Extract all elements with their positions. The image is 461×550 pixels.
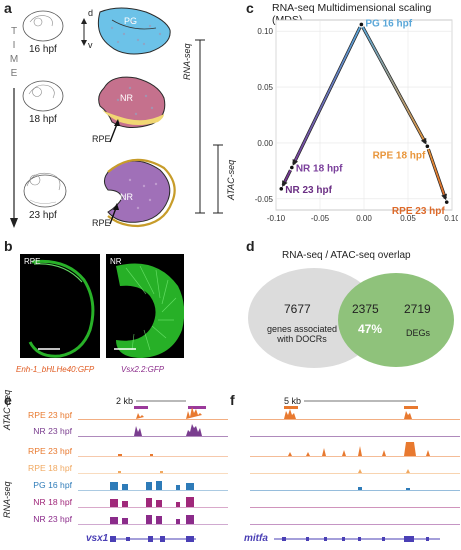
panel-letter-b: b — [4, 238, 13, 254]
rpe-label-23hpf: RPE — [92, 218, 111, 228]
rnaseq-bracket-label: RNA-seq — [182, 43, 192, 80]
tracks-e-drawing — [78, 400, 228, 542]
time-letter: I — [12, 40, 16, 51]
nr-image-caption: Vsx2.2:GFP — [121, 365, 165, 374]
mds-point — [444, 200, 449, 204]
venn-diagram — [248, 268, 454, 368]
mds-point-label: PG 16 hpf — [365, 18, 412, 29]
nr-gfp-image: NR — [106, 254, 184, 358]
y-tick-label: 0.00 — [257, 139, 273, 148]
venn-title: RNA-seq / ATAC-seq overlap — [282, 250, 411, 261]
nr-image-label: NR — [110, 257, 122, 266]
mds-point — [359, 22, 364, 27]
track-label: RPE 18 hpf — [28, 463, 72, 473]
optic-cup-23hpf — [104, 158, 176, 228]
mds-point — [290, 165, 294, 170]
y-tick-label: 0.10 — [257, 27, 273, 36]
embryo-16hpf — [22, 10, 64, 42]
y-tick-label: 0.05 — [257, 83, 273, 92]
panel-a-embryo-schematic: T I M E — [0, 0, 240, 235]
mds-scatter-chart: -0.10 -0.05 0.00 0.05 0.10 0.10 0.05 0.00 -0.05 P… — [255, 18, 458, 223]
track-label: NR 23 hpf — [33, 514, 72, 524]
optic-primordium-16hpf — [97, 7, 171, 55]
venn-left-count: 7677 — [284, 302, 311, 316]
venn-left-caption-line: genes associated — [266, 324, 338, 334]
pg-label: PG — [124, 16, 138, 26]
mds-point — [279, 186, 284, 191]
rpe-image-caption: Enh-1_bHLHe40:GFP — [16, 365, 95, 374]
panel-letter-a: a — [4, 0, 12, 16]
venn-left-caption: genes associated with DOCRs — [262, 324, 342, 344]
venn-right-caption: DEGs — [406, 328, 431, 338]
mds-point-label: NR 18 hpf — [296, 164, 343, 175]
embryo-23hpf — [23, 172, 67, 208]
nr-gfp-drawing — [114, 263, 184, 358]
rpe-label-18hpf: RPE — [92, 134, 111, 144]
venn-left-caption-line: with DOCRs — [277, 334, 327, 344]
gene-label-vsx1: vsx1 — [86, 533, 109, 544]
axis-ventral-label: v — [88, 40, 93, 50]
scale-bar-label-f: 5 kb — [284, 396, 302, 406]
mds-point-label: RPE 18 hpf — [373, 150, 426, 161]
embryo-18hpf — [22, 80, 64, 112]
trajectory-arrow — [292, 26, 361, 165]
nr-label-18hpf: NR — [120, 93, 133, 103]
mds-point-label: RPE 23 hpf — [392, 206, 445, 217]
x-tick-label: 0.00 — [356, 214, 372, 223]
time-axis-label: T I M E — [9, 25, 19, 81]
trajectory-arrowhead — [441, 193, 447, 201]
optic-cup-18hpf — [98, 76, 166, 143]
x-tick-label: 0.10 — [444, 214, 458, 223]
axis-dorsal-label: d — [88, 8, 94, 18]
nr-label-23hpf: NR — [120, 192, 133, 202]
track-label: RPE 23 hpf — [28, 410, 72, 420]
time-letter: T — [10, 26, 18, 37]
trajectory-arrowhead — [420, 137, 427, 145]
time-letter: M — [9, 54, 19, 65]
x-tick-label: 0.05 — [400, 214, 416, 223]
mds-point — [425, 144, 430, 149]
panel-a-drawing — [10, 7, 223, 228]
panel-f-genome-tracks: 5 kb mitfa — [230, 396, 461, 550]
trajectory-arrow — [427, 148, 447, 199]
rpe-gfp-image: RPE — [20, 254, 100, 358]
y-tick-label: -0.05 — [255, 195, 274, 204]
track-label: NR 18 hpf — [33, 497, 72, 507]
gene-label-mitfa: mitfa — [244, 533, 268, 544]
venn-overlap-percent: 47% — [358, 322, 383, 336]
track-label: PG 16 hpf — [33, 480, 72, 490]
stage-label-16hpf: 16 hpf — [29, 44, 57, 55]
panel-letter-d: d — [246, 238, 255, 254]
rpe-image-label: RPE — [24, 257, 41, 266]
track-label: RPE 23 hpf — [28, 446, 72, 456]
trajectory-arrowhead — [292, 159, 299, 166]
tracks-f-drawing — [250, 400, 460, 542]
atacseq-bracket-label: ATAC-seq — [226, 159, 236, 200]
panel-letter-e: e — [4, 392, 12, 408]
stage-label-18hpf: 18 hpf — [29, 114, 57, 125]
trajectory-arrowhead — [282, 180, 288, 187]
time-letter: E — [10, 68, 18, 79]
track-label: NR 23 hpf — [33, 426, 72, 436]
rpe-gfp-drawing — [28, 259, 95, 358]
time-arrow-head — [10, 218, 18, 228]
venn-overlap-count: 2375 — [352, 302, 379, 316]
panel-letter-c: c — [246, 0, 254, 16]
panel-letter-f: f — [230, 392, 235, 408]
scale-bar-label-e: 2 kb — [116, 396, 134, 406]
stage-label-23hpf: 23 hpf — [29, 210, 57, 221]
mds-point-label: NR 23 hpf — [285, 185, 332, 196]
x-tick-label: -0.10 — [267, 214, 286, 223]
trajectory-arrow — [361, 26, 427, 144]
venn-right-count: 2719 — [404, 302, 431, 316]
panel-e-genome-tracks: 2 kb ATAC-seq RNA-seq RPE 23 hpf NR 23 h… — [0, 390, 228, 550]
x-tick-label: -0.05 — [311, 214, 330, 223]
venn-right-set — [338, 273, 454, 367]
